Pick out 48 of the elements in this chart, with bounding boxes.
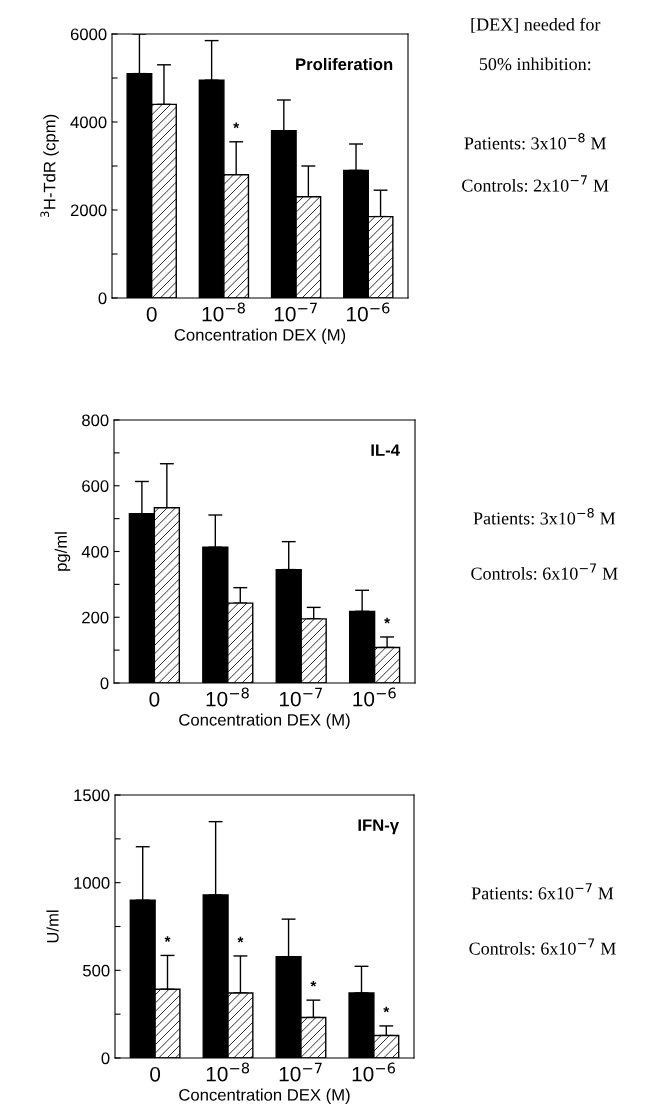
- x-tick-label: 0: [146, 306, 157, 322]
- x-tick-label: 10$^{−6}$: [347, 302, 390, 322]
- y-tick-label: 400: [81, 545, 109, 558]
- annotation: *: [310, 980, 317, 987]
- y-tick-label: 1500: [74, 789, 110, 802]
- annotation: *: [164, 936, 171, 942]
- x-tick-label: 0: [149, 691, 160, 707]
- y-tick-label: 6000: [70, 28, 107, 41]
- annotation: *: [383, 1006, 390, 1013]
- y-tick-label: 200: [82, 611, 109, 624]
- y-tick-label: 2000: [70, 204, 107, 217]
- text: IL-4: [371, 444, 400, 456]
- y-tick-label: 4000: [70, 116, 107, 129]
- annotation: *: [233, 122, 240, 129]
- text: IFN-γ: [358, 819, 399, 835]
- text: Patients: 3x10$^{−8}$ M: [464, 133, 607, 150]
- x-axis-title: Concentration DEX (M): [174, 328, 346, 345]
- text: Patients: 6x10$^{−7}$ M: [471, 883, 614, 900]
- x-tick-label: 10$^{−8}$: [206, 687, 249, 707]
- x-tick-label: 0: [150, 1066, 161, 1082]
- y-tick-label: 800: [82, 414, 109, 427]
- x-tick-label: 10$^{−7}$: [279, 687, 323, 707]
- x-tick-label: 10$^{−7}$: [274, 302, 317, 322]
- y-tick-label: 0: [100, 677, 109, 690]
- y-tick-label: 0: [98, 292, 107, 305]
- annotation: *: [237, 936, 244, 943]
- text: Controls: 2x10$^{−7}$ M: [462, 175, 609, 192]
- y-tick-label: 500: [83, 964, 110, 977]
- y-tick-label: 0: [101, 1052, 110, 1065]
- text: Controls: 6x10$^{−7}$ M: [471, 563, 618, 580]
- text: Proliferation: [296, 57, 393, 71]
- x-tick-label: 10$^{−6}$: [352, 1062, 396, 1082]
- x-tick-label: 10$^{−8}$: [206, 1062, 250, 1082]
- y-tick-label: 1000: [74, 877, 110, 889]
- x-tick-label: 10$^{−8}$: [202, 302, 245, 322]
- text: Patients: 3x10$^{−8}$ M: [473, 508, 616, 525]
- text: Controls: 6x10$^{−7}$ M: [469, 938, 616, 955]
- text: 50% inhibition:: [479, 57, 591, 71]
- x-tick-label: 10$^{−6}$: [353, 687, 396, 707]
- y-axis-title: pg/ml: [54, 532, 71, 571]
- annotation: *: [384, 617, 391, 624]
- y-axis-title: $^{3}$H-TdR (cpm): [40, 114, 59, 218]
- text: [DEX] needed for: [471, 17, 601, 33]
- y-axis-title: U/ml: [46, 910, 59, 943]
- x-axis-title: Concentration DEX (M): [179, 713, 350, 730]
- x-tick-label: 10$^{−7}$: [279, 1062, 322, 1082]
- y-tick-label: 600: [82, 480, 109, 492]
- x-axis-title: Concentration DEX (M): [179, 1088, 350, 1105]
